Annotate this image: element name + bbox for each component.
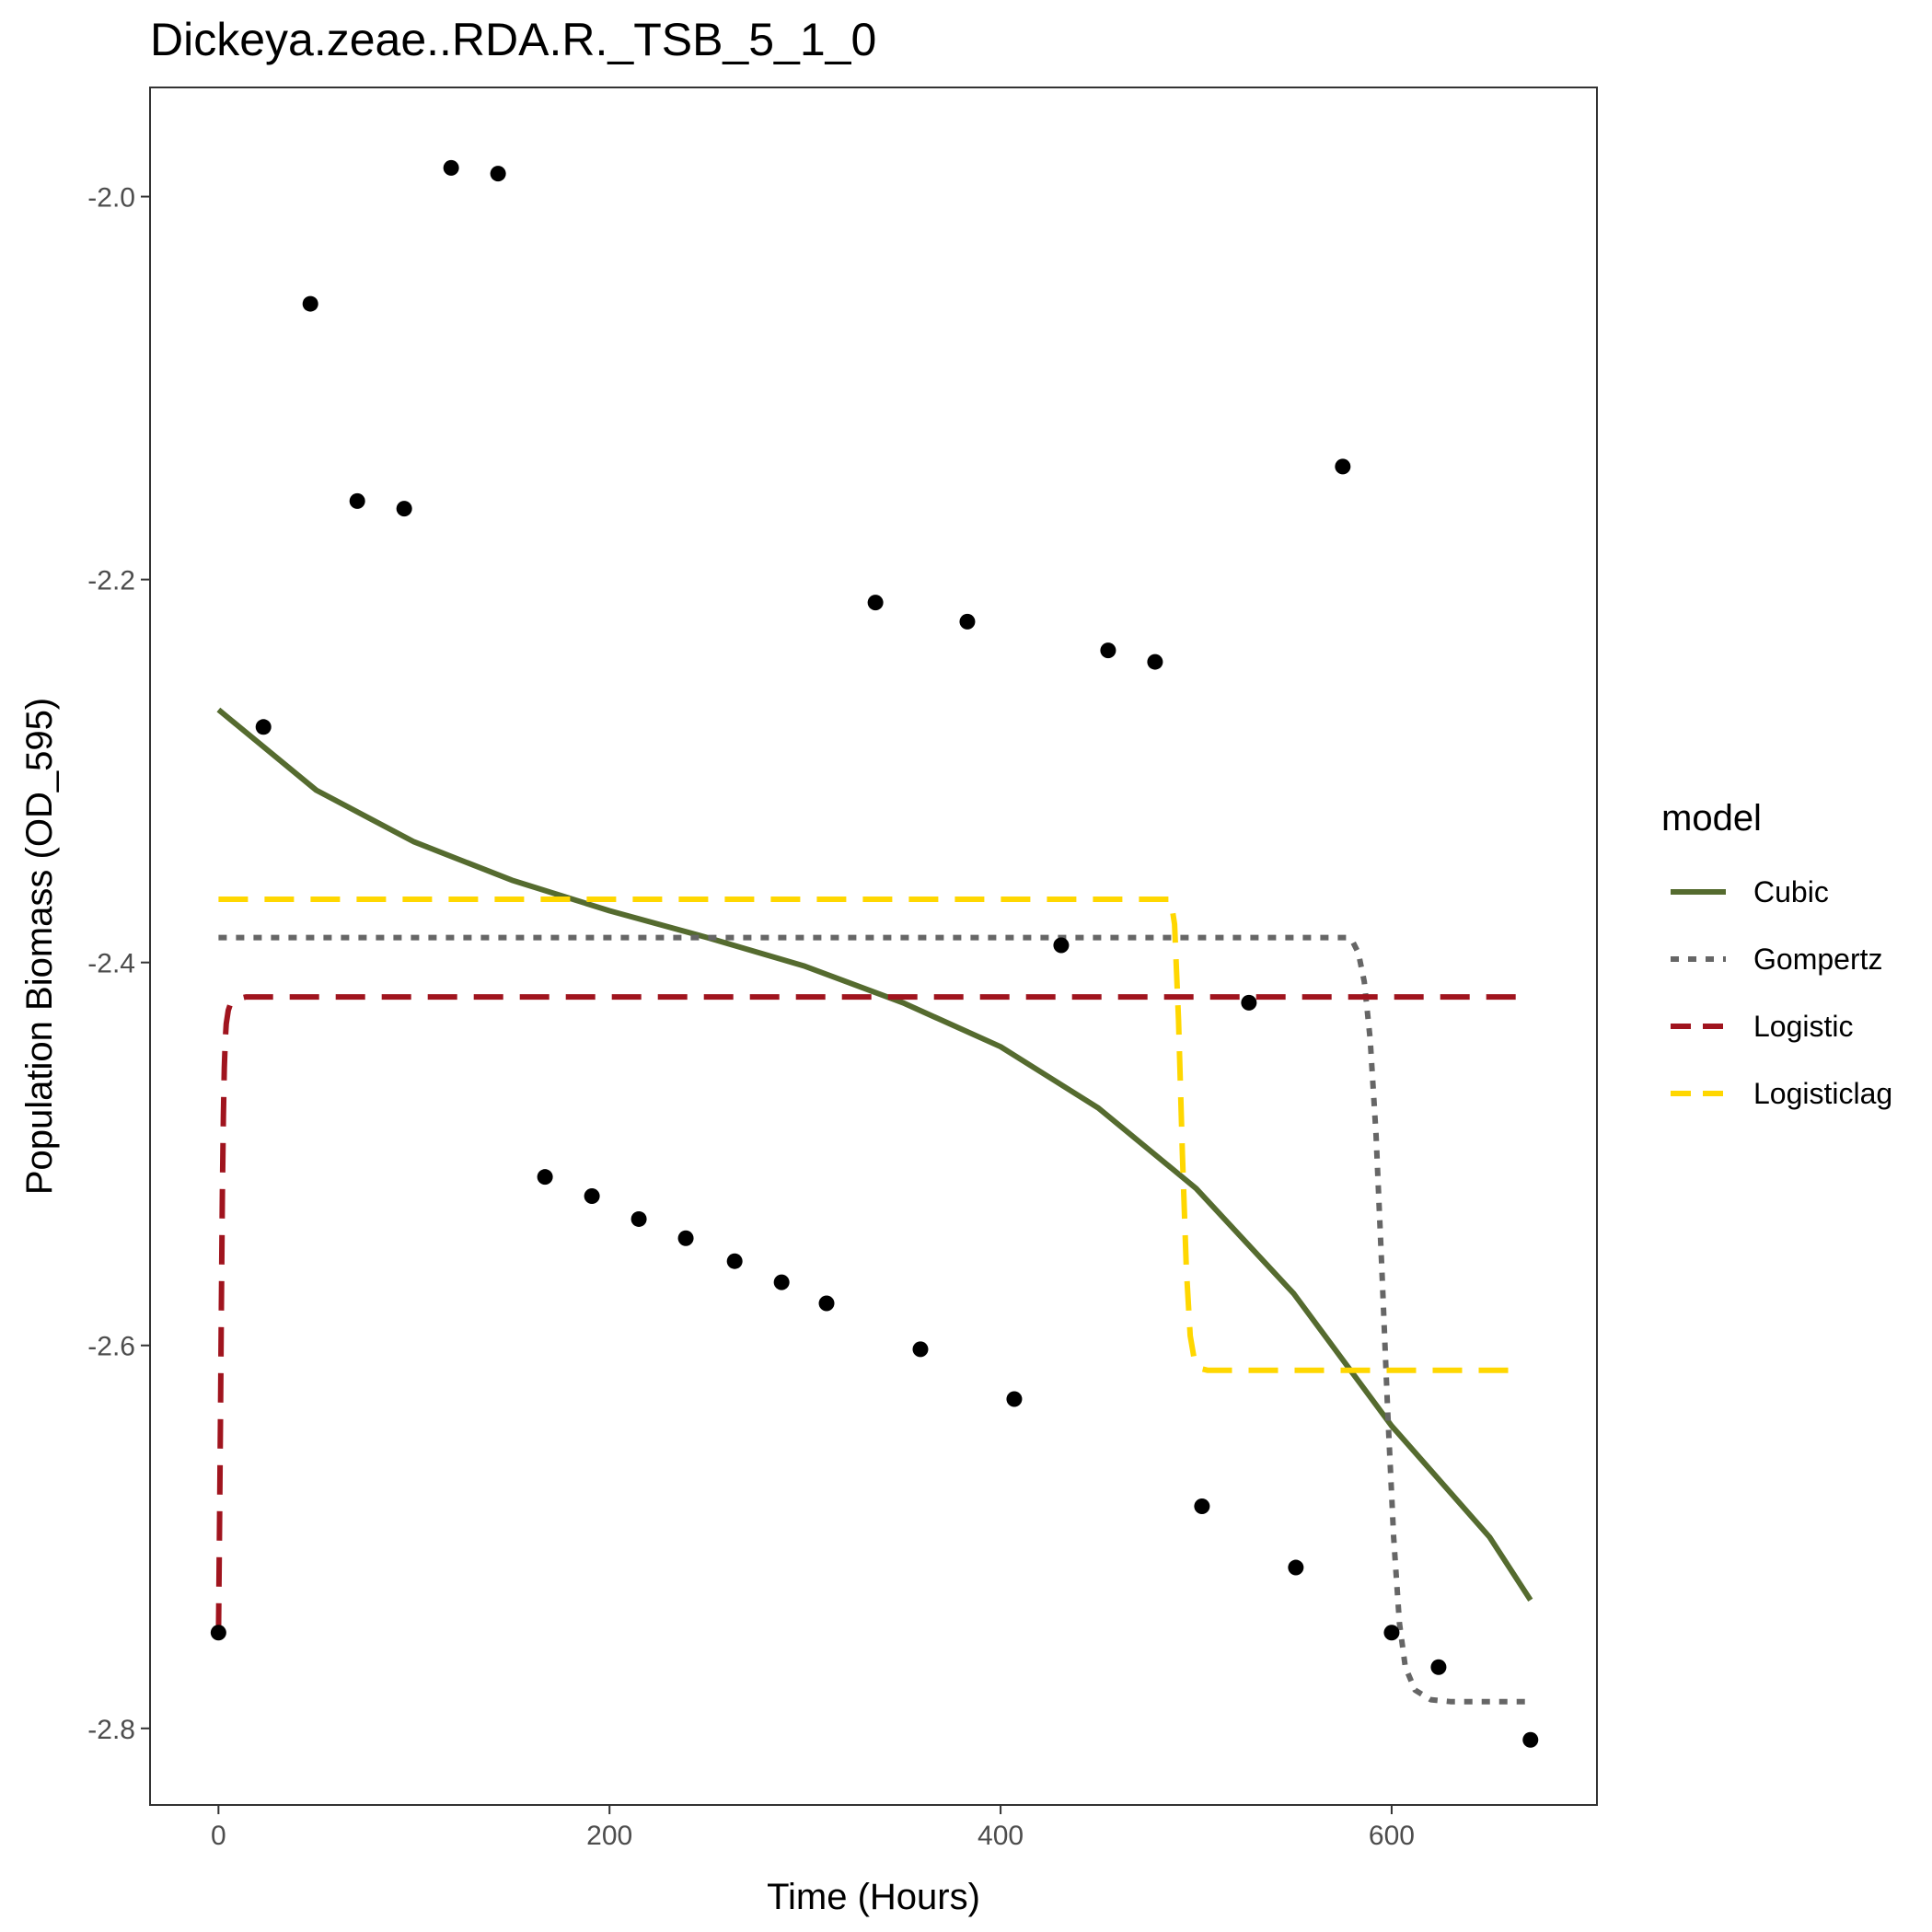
data-point xyxy=(631,1210,647,1227)
data-point xyxy=(1053,937,1070,954)
y-tick-label: -2.8 xyxy=(87,1715,135,1745)
data-point xyxy=(867,595,884,611)
series-line-gompertz xyxy=(218,934,1531,1705)
x-axis: 0 200 400 600 xyxy=(211,1805,1415,1851)
data-point xyxy=(1383,1625,1400,1641)
plot-panel xyxy=(149,87,1598,1806)
series-line-logisticlag xyxy=(218,897,1510,1373)
data-point xyxy=(1288,1559,1304,1576)
data-point xyxy=(396,501,412,517)
data-point xyxy=(537,1169,553,1186)
data-point xyxy=(912,1341,929,1358)
legend-label-logisticlag: Logisticlag xyxy=(1753,1077,1892,1110)
data-point xyxy=(1194,1498,1210,1514)
data-point xyxy=(302,295,318,312)
data-point xyxy=(818,1295,835,1312)
data-point xyxy=(1335,458,1351,475)
data-point xyxy=(1006,1391,1023,1407)
data-point xyxy=(1430,1659,1447,1675)
series-line-logistic xyxy=(215,994,1531,1633)
legend-label-logistic: Logistic xyxy=(1753,1010,1854,1043)
data-point xyxy=(210,1625,226,1641)
data-point xyxy=(1100,642,1116,659)
y-tick-label: -2.2 xyxy=(87,566,135,596)
data-point xyxy=(349,492,365,509)
legend: model Cubic Gompertz Logistic Logisticlag xyxy=(1661,798,1892,1110)
data-point xyxy=(1522,1731,1539,1748)
legend-label-cubic: Cubic xyxy=(1753,875,1829,908)
data-point xyxy=(255,719,272,735)
data-point xyxy=(959,613,976,630)
data-point xyxy=(1147,654,1163,670)
x-tick-label: 0 xyxy=(211,1821,226,1851)
data-point xyxy=(490,166,506,182)
y-axis-title: Population Biomass (OD_595) xyxy=(19,698,60,1195)
y-tick-label: -2.0 xyxy=(87,183,135,214)
legend-items: Cubic Gompertz Logistic Logisticlag xyxy=(1671,875,1892,1110)
series-line-cubic xyxy=(216,707,1533,1602)
data-point xyxy=(677,1230,694,1246)
x-tick-label: 200 xyxy=(586,1821,632,1851)
x-axis-title: Time (Hours) xyxy=(767,1877,980,1917)
data-points xyxy=(210,159,1539,1748)
y-axis: -2.8 -2.6 -2.4 -2.2 -2.0 xyxy=(87,183,150,1745)
data-point xyxy=(443,159,459,176)
x-tick-label: 400 xyxy=(978,1821,1024,1851)
data-point xyxy=(1241,994,1257,1011)
legend-label-gompertz: Gompertz xyxy=(1753,943,1882,976)
data-point xyxy=(584,1187,600,1204)
chart-title: Dickeya.zeae..RDA.R._TSB_5_1_0 xyxy=(150,14,876,65)
legend-title: model xyxy=(1661,798,1762,839)
data-point xyxy=(726,1253,743,1269)
x-tick-label: 600 xyxy=(1369,1821,1415,1851)
y-tick-label: -2.6 xyxy=(87,1332,135,1362)
series-layer xyxy=(215,707,1533,1705)
y-tick-label: -2.4 xyxy=(87,949,135,979)
data-point xyxy=(773,1274,790,1290)
